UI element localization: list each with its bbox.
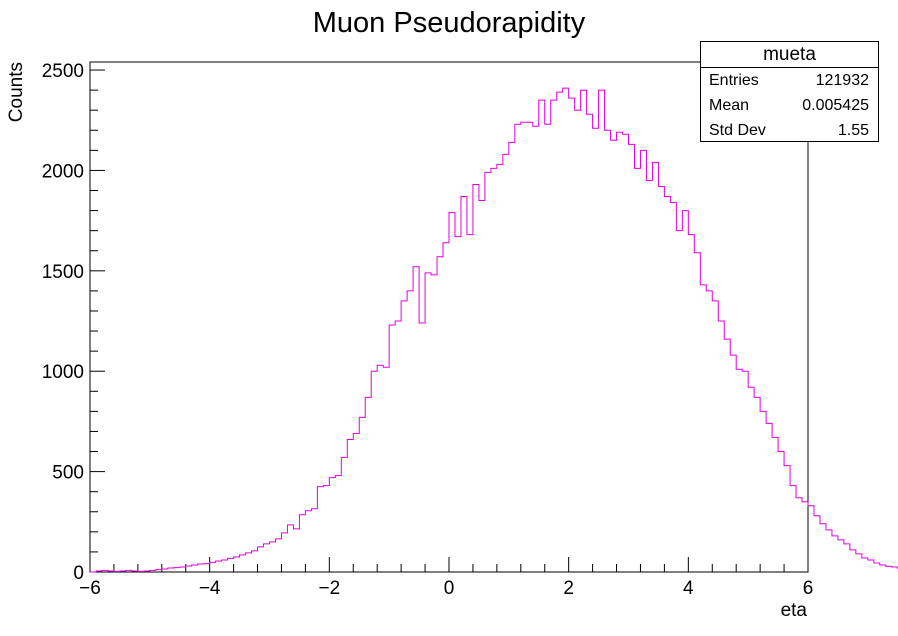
stats-label: Entries (709, 72, 759, 89)
x-tick-label: 2 (563, 578, 574, 599)
histogram-line (90, 87, 898, 573)
x-tick-label: 6 (803, 578, 814, 599)
stats-value: 1.55 (837, 122, 869, 139)
x-axis-label: eta (781, 600, 808, 621)
stats-label: Mean (709, 97, 750, 114)
chart-title: Muon Pseudorapidity (313, 7, 586, 39)
x-tick-label: 4 (683, 578, 694, 599)
y-tick-label: 2500 (42, 61, 84, 82)
stats-label: Std Dev (709, 122, 766, 139)
y-tick-label: 1000 (42, 362, 84, 383)
x-tick-label: −4 (199, 578, 221, 599)
y-tick-label: 1500 (42, 262, 84, 283)
stats-box: mueta Entries 121932 Mean 0.005425 Std D… (700, 41, 879, 142)
y-tick-label: 500 (52, 463, 84, 484)
stats-row-mean: Mean 0.005425 (701, 93, 878, 118)
y-tick-labels: 0 500 1000 1500 2000 2500 (42, 61, 84, 584)
x-tick-label: 0 (444, 578, 455, 599)
x-tick-labels: −6 −4 −2 0 2 4 6 (79, 578, 813, 599)
stats-row-stddev: Std Dev 1.55 (701, 118, 878, 143)
stats-value: 0.005425 (802, 97, 869, 114)
y-tick-label: 2000 (42, 161, 84, 182)
stats-value: 121932 (815, 72, 869, 89)
y-tick-label: 0 (73, 563, 84, 584)
stats-title: mueta (701, 42, 878, 68)
x-tick-label: −2 (318, 578, 340, 599)
stats-row-entries: Entries 121932 (701, 68, 878, 93)
y-axis-label: Counts (6, 62, 27, 122)
axis-ticks (89, 69, 809, 573)
x-tick-label: −6 (79, 578, 101, 599)
